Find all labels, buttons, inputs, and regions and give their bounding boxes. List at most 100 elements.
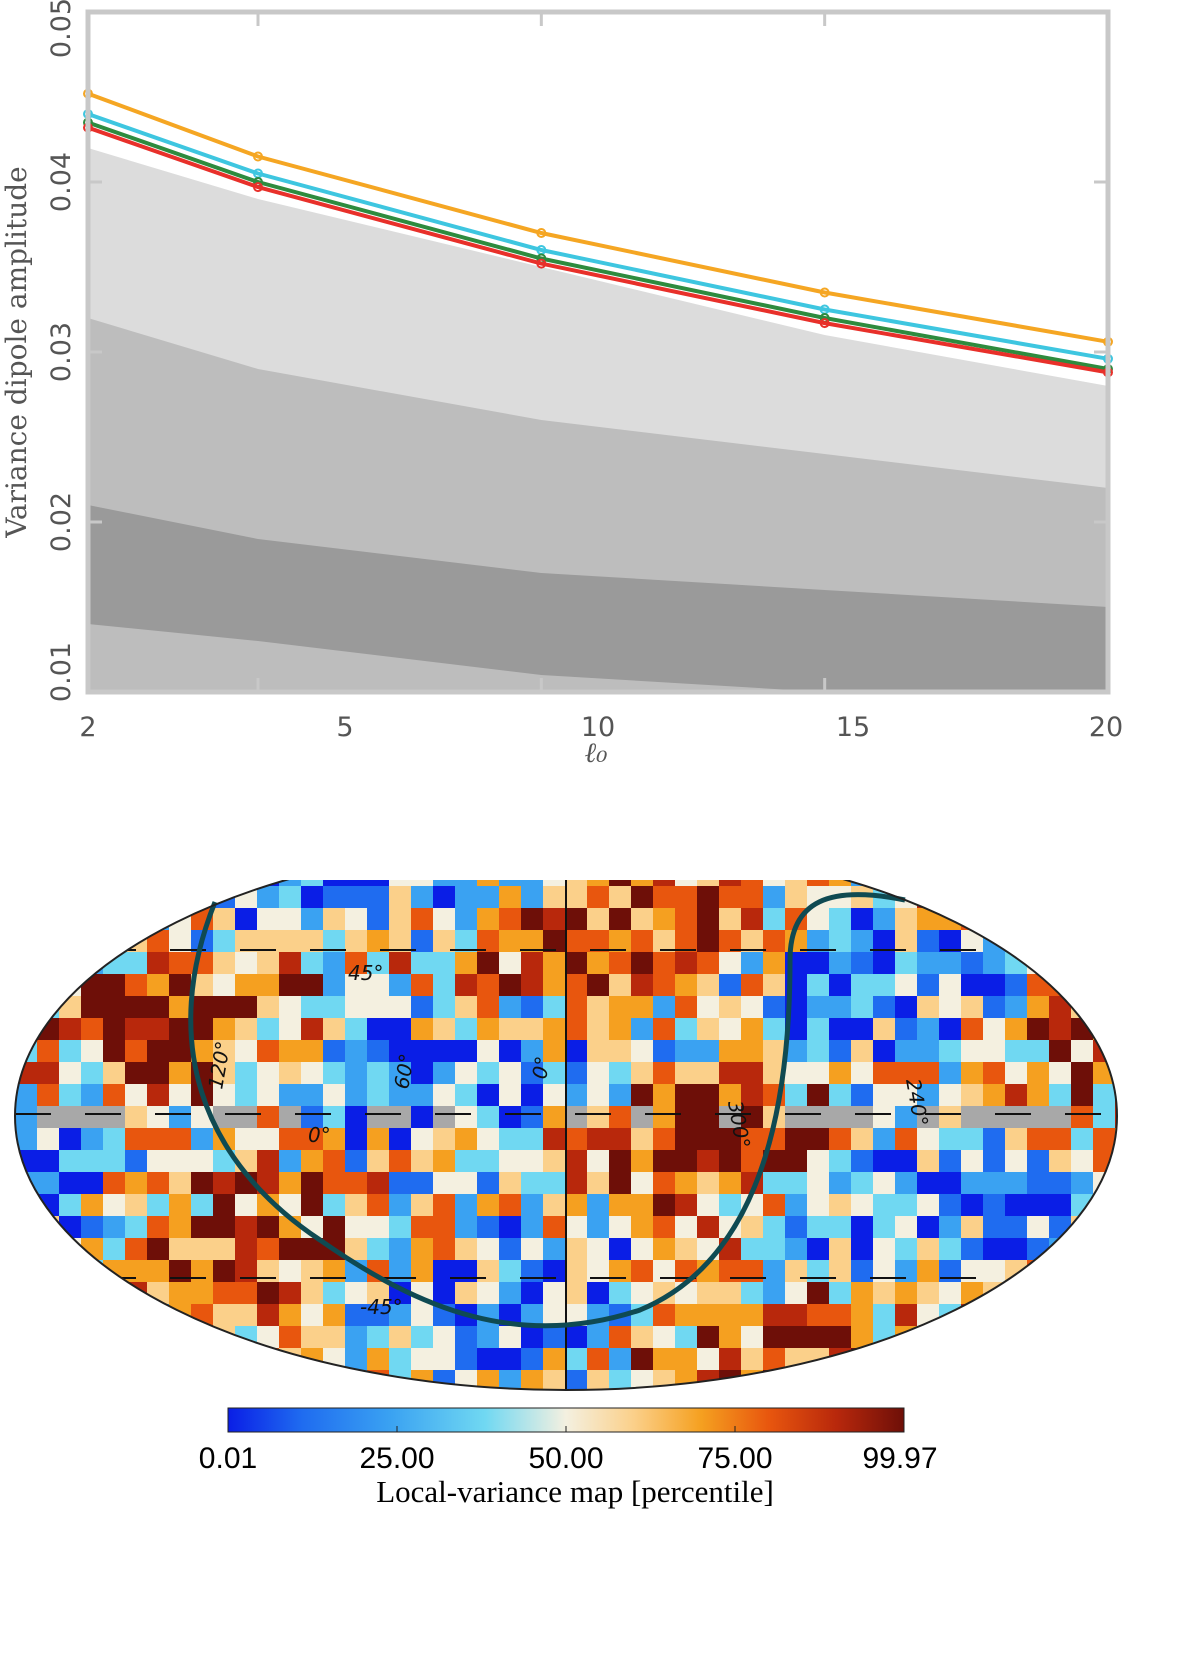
series-line-orange <box>87 91 1109 344</box>
map-pixel <box>719 1304 742 1327</box>
map-pixel <box>807 952 830 975</box>
map-pixel <box>59 996 82 1019</box>
map-pixel <box>631 880 654 887</box>
map-pixel <box>257 1062 280 1085</box>
map-pixel <box>367 886 390 909</box>
y-tick-label: 0.01 <box>46 642 77 702</box>
map-pixel <box>675 930 698 953</box>
map-pixel <box>169 1128 192 1151</box>
map-pixel <box>741 886 764 909</box>
map-pixel <box>719 1128 742 1151</box>
map-pixel <box>1005 1128 1028 1151</box>
map-pixel <box>191 996 214 1019</box>
map-pixel <box>103 1172 126 1195</box>
map-pixel <box>301 1260 324 1283</box>
map-pixel <box>543 952 566 975</box>
map-pixel <box>455 930 478 953</box>
map-pixel <box>169 1018 192 1041</box>
map-pixel <box>455 880 478 887</box>
map-pixel <box>1005 930 1028 953</box>
map-pixel <box>257 1348 280 1371</box>
map-pixel <box>961 1084 984 1107</box>
map-pixel <box>521 1150 544 1173</box>
map-pixel <box>587 1260 610 1283</box>
map-pixel <box>873 1260 896 1283</box>
map-pixel <box>851 1172 874 1195</box>
map-pixel <box>917 996 940 1019</box>
map-pixel <box>697 1216 720 1239</box>
map-pixel <box>345 1348 368 1371</box>
map-pixel <box>1027 1084 1050 1107</box>
map-pixel <box>587 1150 610 1173</box>
map-pixel <box>147 1040 170 1063</box>
map-pixel <box>103 1128 126 1151</box>
map-pixel <box>741 1326 764 1349</box>
x-tick-labels: 2 5 10 15 20 <box>79 712 1123 743</box>
map-pixel <box>169 930 192 953</box>
map-pixel <box>741 1282 764 1305</box>
map-pixel <box>235 1194 258 1217</box>
map-pixel <box>917 1062 940 1085</box>
map-pixel <box>961 1172 984 1195</box>
map-pixel <box>455 1326 478 1349</box>
map-pixel <box>829 1238 852 1261</box>
map-pixel <box>1115 1062 1117 1085</box>
map-pixel <box>125 1062 148 1085</box>
map-pixel <box>697 974 720 997</box>
map-pixel <box>807 1238 830 1261</box>
map-pixel <box>565 1260 588 1283</box>
map-pixel <box>829 1040 852 1063</box>
map-pixel <box>147 996 170 1019</box>
map-pixel <box>543 1150 566 1173</box>
map-pixel <box>565 1106 588 1129</box>
map-pixel <box>565 908 588 931</box>
map-pixel <box>565 1194 588 1217</box>
map-pixel <box>873 974 896 997</box>
map-pixel <box>323 1128 346 1151</box>
map-pixel <box>895 1150 918 1173</box>
map-pixel <box>829 1084 852 1107</box>
map-pixel <box>719 1194 742 1217</box>
map-pixel <box>477 1084 500 1107</box>
series-line-cyan <box>87 112 1109 361</box>
map-pixel <box>565 880 588 887</box>
map-pixel <box>279 1040 302 1063</box>
map-pixel <box>873 1282 896 1305</box>
map-pixel <box>807 996 830 1019</box>
map-pixel <box>829 1260 852 1283</box>
map-pixel <box>191 974 214 997</box>
map-pixel <box>1049 1172 1072 1195</box>
map-pixel <box>895 1194 918 1217</box>
map-pixel <box>983 1106 1006 1129</box>
map-pixel <box>433 930 456 953</box>
map-pixel <box>631 1260 654 1283</box>
map-pixel <box>499 1326 522 1349</box>
local-variance-map-figure: 45° 120° 60° 0° 300° 240° 0° -45° 0.01 2… <box>14 880 1118 1509</box>
map-pixel <box>103 1040 126 1063</box>
map-pixel <box>37 1150 60 1173</box>
map-pixel <box>323 1216 346 1239</box>
map-pixel <box>829 1282 852 1305</box>
map-pixel <box>609 1260 632 1283</box>
map-pixel <box>873 996 896 1019</box>
map-pixel <box>609 1062 632 1085</box>
map-pixel <box>125 952 148 975</box>
map-pixel <box>213 1326 236 1349</box>
map-pixel <box>235 1018 258 1041</box>
map-pixel <box>1115 1150 1117 1173</box>
map-pixel <box>301 1172 324 1195</box>
map-pixel <box>345 880 368 887</box>
map-pixel <box>763 886 786 909</box>
map-pixel <box>587 952 610 975</box>
map-pixel <box>939 1062 962 1085</box>
map-pixel <box>213 1260 236 1283</box>
map-pixel <box>939 930 962 953</box>
map-pixel <box>763 880 786 887</box>
map-pixel <box>939 996 962 1019</box>
map-pixel <box>59 1194 82 1217</box>
map-pixel <box>851 1348 874 1371</box>
map-pixel <box>829 1172 852 1195</box>
map-pixel <box>59 1172 82 1195</box>
map-pixel <box>939 1260 962 1283</box>
map-pixel <box>213 1172 236 1195</box>
